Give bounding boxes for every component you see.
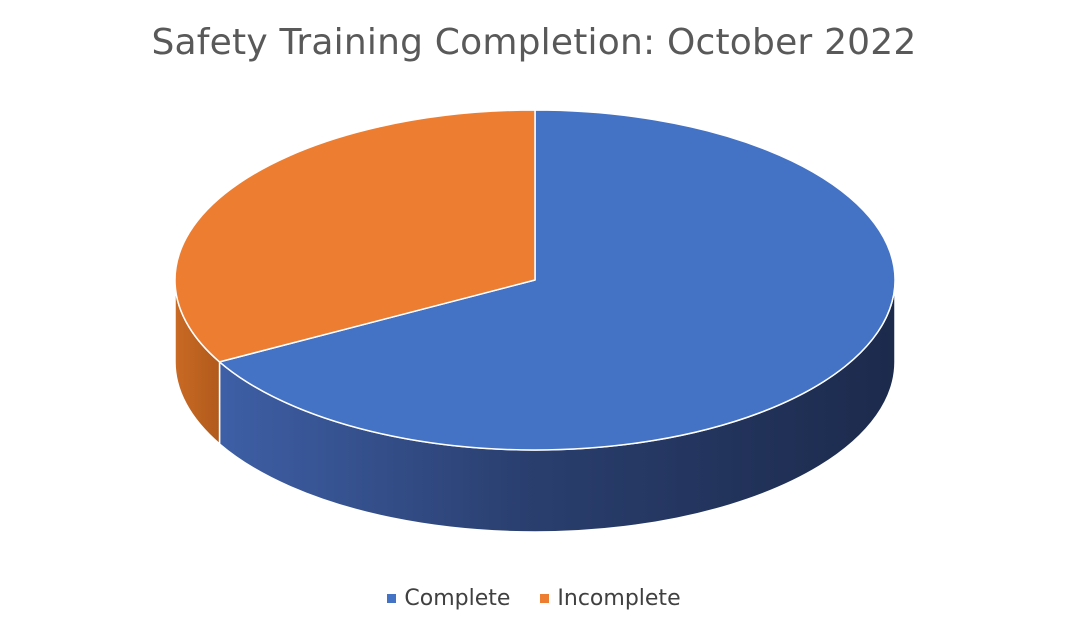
legend-swatch-incomplete bbox=[540, 594, 550, 603]
legend: Complete Incomplete bbox=[0, 586, 1068, 611]
legend-swatch-complete bbox=[387, 594, 397, 603]
pie-slice-incomplete bbox=[174, 109, 536, 363]
chart-title: Safety Training Completion: October 2022 bbox=[151, 22, 917, 63]
legend-label-complete: Complete bbox=[404, 586, 511, 611]
legend-item-incomplete: Incomplete bbox=[540, 586, 681, 611]
legend-label-incomplete: Incomplete bbox=[557, 586, 681, 611]
pie-slice-complete bbox=[218, 109, 896, 451]
legend-item-complete: Complete bbox=[387, 586, 510, 611]
